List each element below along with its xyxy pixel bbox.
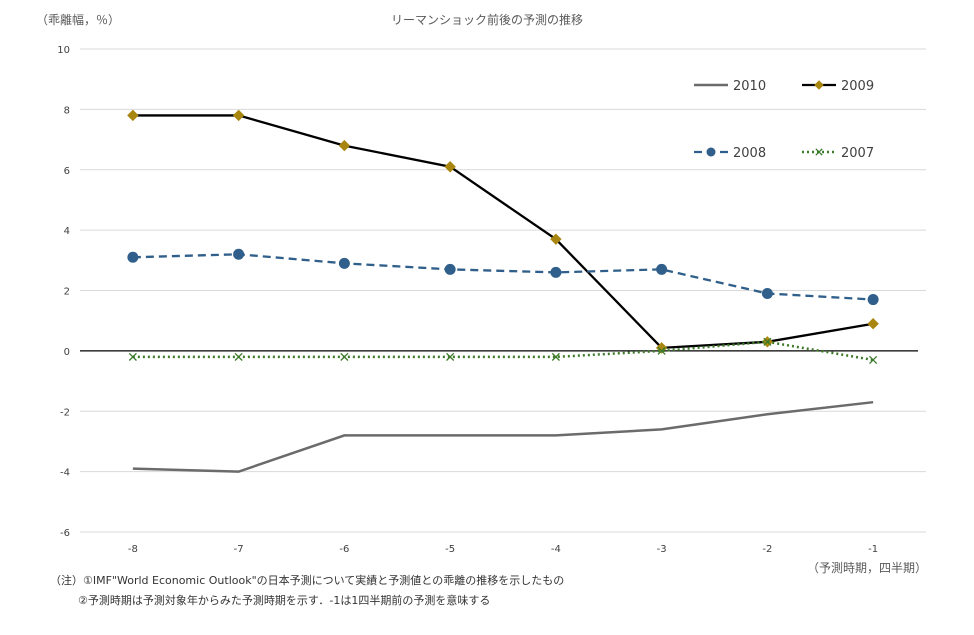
marker-circle bbox=[338, 257, 350, 269]
y-tick-label: 2 bbox=[64, 287, 70, 298]
legend-entry-2007: 2007 bbox=[802, 146, 874, 161]
x-tick-label: -6 bbox=[339, 544, 349, 555]
y-tick-label: -2 bbox=[60, 407, 70, 418]
footnote-2: ②予測時期は予測対象年からみた予測時期を示す．-1は1四半期前の予測を意味する bbox=[78, 594, 491, 607]
marker-diamond bbox=[338, 139, 351, 152]
x-tick-label: -1 bbox=[868, 544, 878, 555]
chart-title: リーマンショック前後の予測の推移 bbox=[391, 12, 583, 27]
y-tick-label: -4 bbox=[60, 468, 70, 479]
series-line-2009 bbox=[132, 114, 874, 350]
marker-x bbox=[869, 355, 878, 364]
marker-x bbox=[815, 148, 823, 156]
marker-diamond bbox=[444, 161, 456, 173]
footnote-1: （注）①IMF"World Economic Outlook"の日本予測について… bbox=[50, 574, 565, 587]
marker-x bbox=[128, 352, 137, 361]
legend-label: 2009 bbox=[841, 79, 874, 94]
marker-circle bbox=[444, 263, 456, 275]
marker-circle bbox=[550, 266, 562, 278]
marker-circle bbox=[656, 263, 668, 275]
y-tick-label: -6 bbox=[60, 528, 70, 539]
marker-x bbox=[657, 346, 666, 355]
x-tick-label: -8 bbox=[128, 544, 138, 555]
marker-diamond bbox=[867, 317, 879, 330]
legend-entry-2009: 2009 bbox=[802, 79, 874, 94]
y-tick-label: 4 bbox=[64, 226, 70, 237]
marker-diamond bbox=[232, 109, 245, 122]
series-line-2010 bbox=[132, 400, 874, 473]
marker-x bbox=[763, 337, 772, 346]
marker-circle bbox=[706, 147, 716, 157]
marker-x bbox=[446, 352, 455, 361]
y-tick-label: 10 bbox=[57, 45, 70, 56]
marker-diamond bbox=[550, 233, 562, 245]
x-tick-label: -3 bbox=[657, 544, 667, 555]
series-line-2007 bbox=[132, 340, 874, 362]
marker-circle bbox=[127, 251, 139, 263]
y-tick-label: 6 bbox=[64, 166, 70, 177]
series-2007 bbox=[128, 337, 878, 364]
marker-circle bbox=[233, 248, 245, 260]
legend-label: 2007 bbox=[841, 146, 874, 161]
x-tick-label: -5 bbox=[445, 544, 455, 555]
series-2008 bbox=[127, 248, 879, 306]
legend-label: 2008 bbox=[733, 146, 766, 161]
marker-circle bbox=[761, 288, 773, 300]
marker-x bbox=[551, 352, 560, 361]
marker-diamond bbox=[814, 80, 824, 90]
legend-entry-2008: 2008 bbox=[694, 146, 766, 161]
y-tick-label: 0 bbox=[64, 347, 70, 358]
y-axis-label: （乖離幅，％） bbox=[36, 12, 120, 27]
series-line-2008 bbox=[132, 253, 874, 301]
series-2010 bbox=[132, 400, 874, 473]
y-tick-label: 8 bbox=[64, 105, 70, 116]
marker-x bbox=[234, 352, 243, 361]
marker-x bbox=[340, 352, 349, 361]
x-tick-label: -2 bbox=[762, 544, 772, 555]
legend-label: 2010 bbox=[733, 79, 766, 94]
x-tick-label: -4 bbox=[551, 544, 561, 555]
legend-entry-2010: 2010 bbox=[694, 79, 766, 94]
marker-circle bbox=[867, 294, 879, 306]
x-axis-label: （予測時期，四半期） bbox=[807, 561, 927, 575]
marker-diamond bbox=[127, 109, 139, 122]
x-tick-label: -7 bbox=[234, 544, 244, 555]
